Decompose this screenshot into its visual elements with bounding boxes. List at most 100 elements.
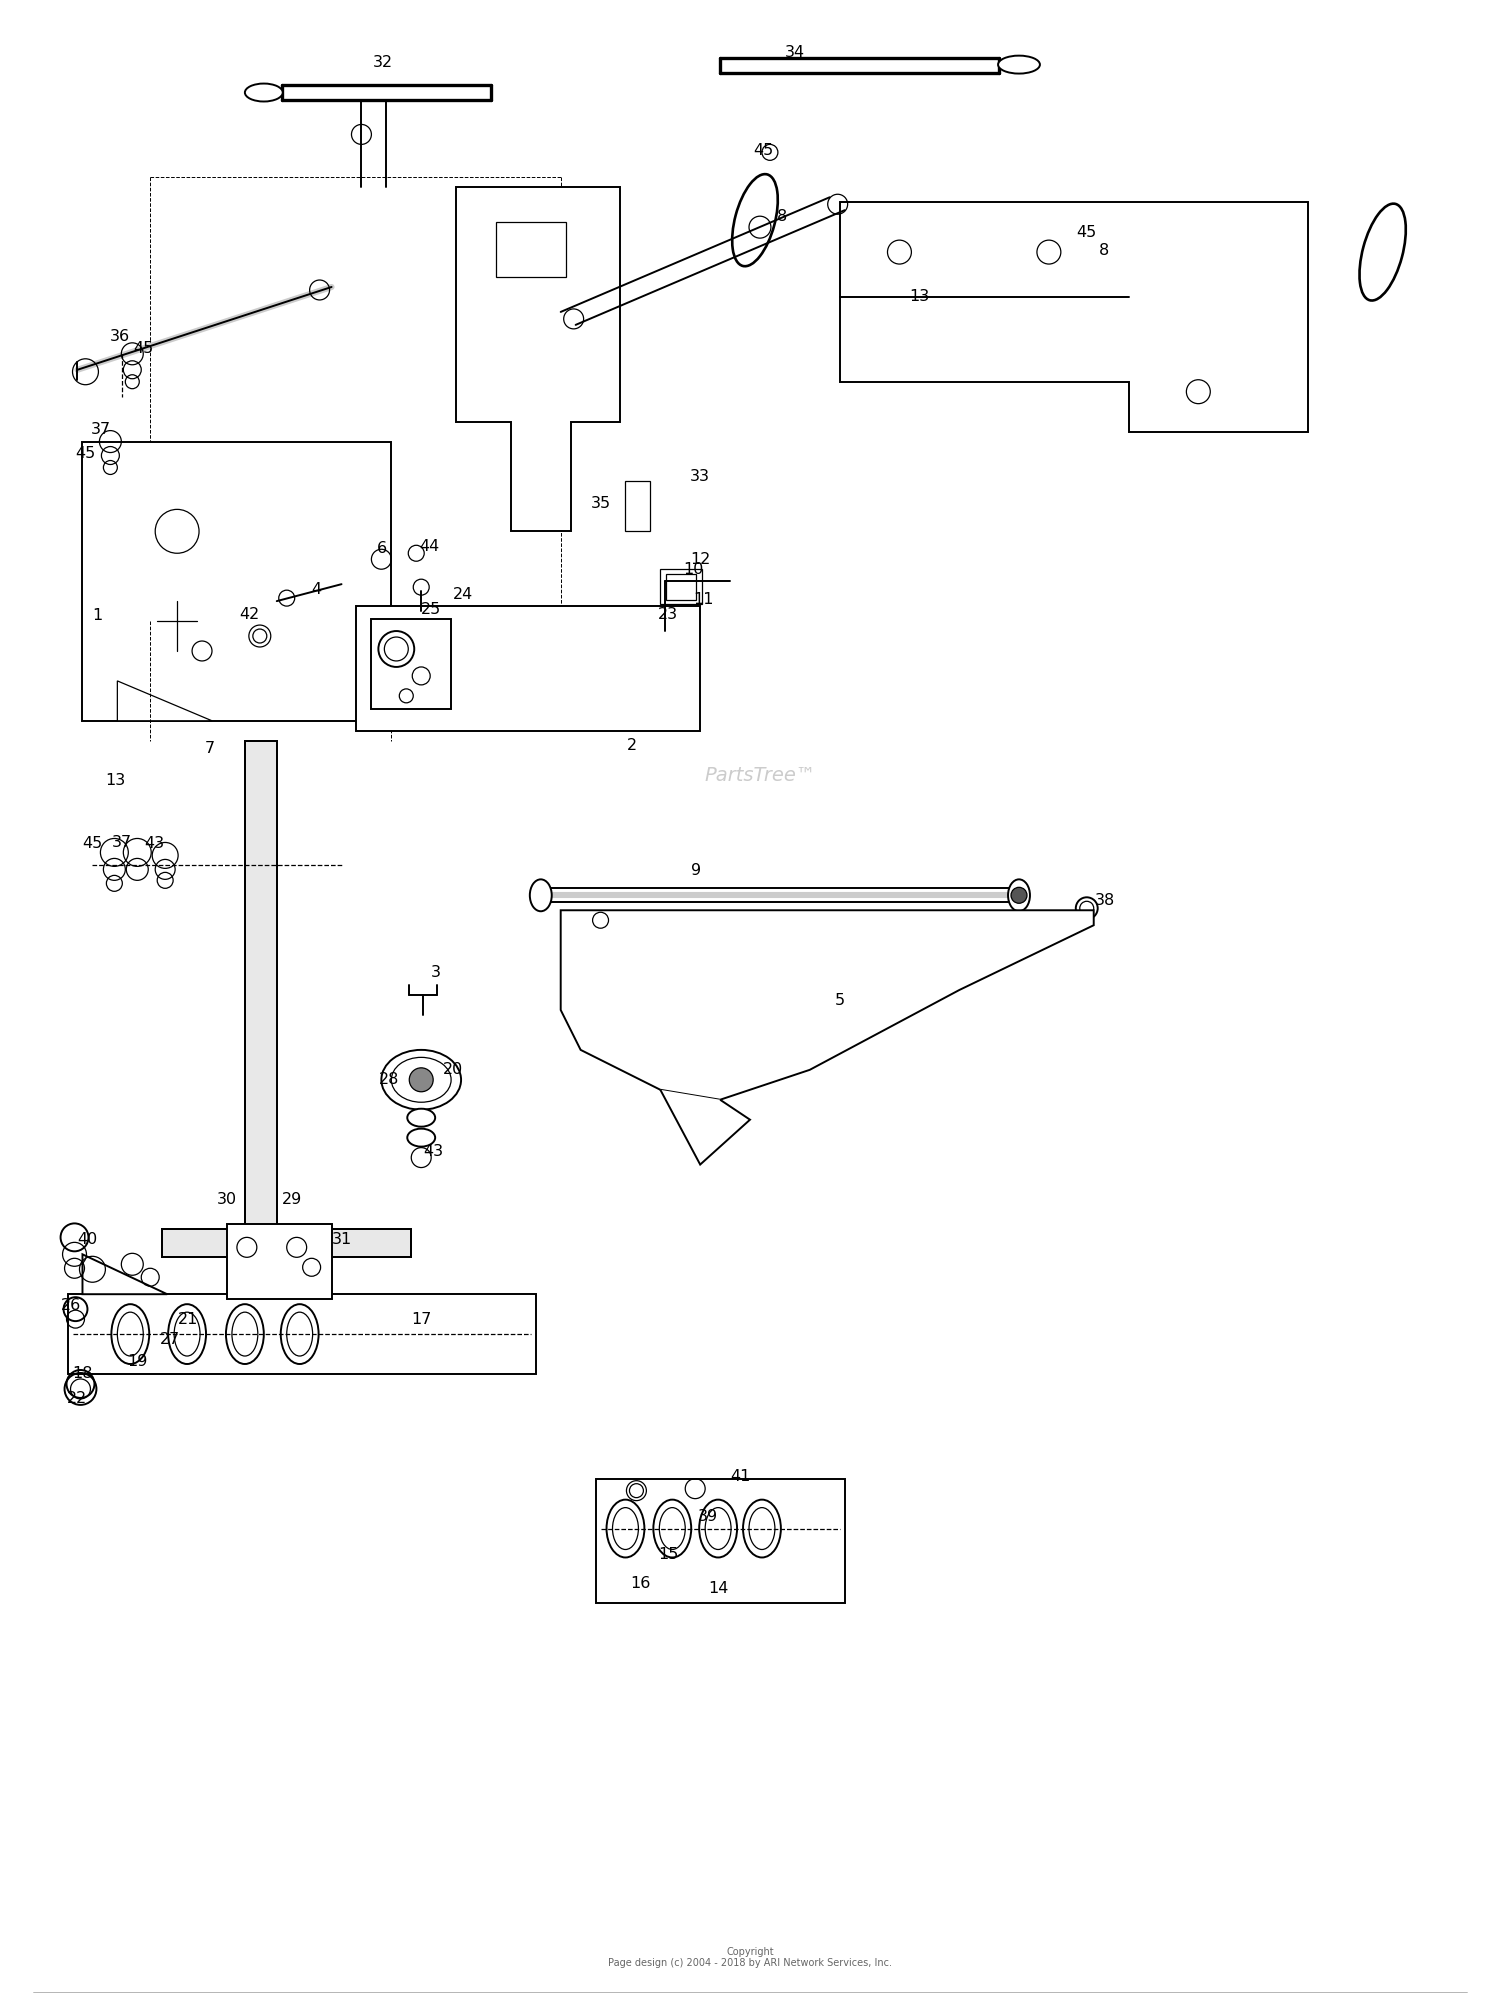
Text: 9: 9 [692, 864, 702, 878]
Text: 6: 6 [378, 541, 387, 556]
Polygon shape [357, 606, 700, 731]
Text: 30: 30 [217, 1192, 237, 1208]
Circle shape [1011, 888, 1028, 904]
Ellipse shape [117, 1312, 144, 1357]
Text: 29: 29 [282, 1192, 302, 1208]
Text: 3: 3 [430, 964, 441, 980]
Ellipse shape [392, 1057, 452, 1103]
Text: 14: 14 [708, 1580, 729, 1596]
Text: 20: 20 [442, 1063, 464, 1077]
Bar [666, 574, 696, 600]
Ellipse shape [612, 1508, 639, 1550]
Text: 39: 39 [698, 1510, 718, 1524]
Ellipse shape [1359, 203, 1406, 300]
Text: 37: 37 [90, 423, 111, 437]
Ellipse shape [168, 1304, 206, 1365]
Polygon shape [840, 201, 1308, 431]
Text: 36: 36 [111, 330, 130, 344]
Ellipse shape [111, 1304, 148, 1365]
Polygon shape [456, 187, 621, 531]
Polygon shape [82, 1254, 166, 1294]
Text: 43: 43 [423, 1143, 442, 1159]
Text: 31: 31 [332, 1232, 351, 1246]
Ellipse shape [408, 1109, 435, 1127]
Ellipse shape [280, 1304, 318, 1365]
Bar [496, 221, 566, 278]
Ellipse shape [1008, 880, 1031, 912]
Ellipse shape [408, 1129, 435, 1147]
Text: 38: 38 [1095, 894, 1114, 908]
Polygon shape [117, 680, 212, 721]
Text: 5: 5 [834, 992, 844, 1009]
Bar [68, 1294, 536, 1375]
Ellipse shape [748, 1508, 776, 1550]
Text: 19: 19 [128, 1353, 147, 1369]
Text: 28: 28 [380, 1073, 399, 1087]
Text: 45: 45 [1077, 225, 1096, 240]
Bar [244, 741, 278, 1240]
Text: Copyright
Page design (c) 2004 - 2018 by ARI Network Services, Inc.: Copyright Page design (c) 2004 - 2018 by… [608, 1947, 892, 1969]
Text: 22: 22 [68, 1391, 87, 1407]
Ellipse shape [174, 1312, 200, 1357]
Polygon shape [660, 1089, 750, 1166]
Text: 25: 25 [422, 602, 441, 616]
Text: 40: 40 [78, 1232, 98, 1246]
Text: 43: 43 [144, 835, 165, 851]
Text: 11: 11 [693, 592, 714, 606]
Text: 1: 1 [93, 608, 102, 622]
Text: 26: 26 [60, 1298, 81, 1312]
Text: 45: 45 [82, 835, 102, 851]
Text: 7: 7 [206, 741, 214, 757]
Polygon shape [561, 910, 1094, 1099]
Text: 41: 41 [730, 1469, 750, 1484]
Text: 45: 45 [134, 342, 153, 356]
Bar [596, 1480, 844, 1602]
Text: 35: 35 [591, 495, 610, 511]
Text: 8: 8 [1098, 244, 1108, 258]
Text: 42: 42 [240, 606, 260, 622]
Text: 32: 32 [374, 54, 393, 70]
Bar [226, 1224, 332, 1298]
Text: 16: 16 [630, 1576, 651, 1590]
Text: 45: 45 [75, 447, 96, 461]
Text: 17: 17 [411, 1312, 432, 1327]
Ellipse shape [244, 85, 282, 101]
Text: 37: 37 [112, 835, 132, 849]
Text: 21: 21 [178, 1312, 198, 1327]
Text: 13: 13 [909, 290, 930, 304]
Ellipse shape [705, 1508, 730, 1550]
Ellipse shape [660, 1508, 686, 1550]
Ellipse shape [654, 1500, 692, 1558]
Text: 8: 8 [777, 209, 788, 223]
Text: 18: 18 [72, 1367, 93, 1381]
Polygon shape [82, 441, 392, 721]
Bar [244, 741, 278, 1240]
Text: 44: 44 [419, 539, 440, 554]
Ellipse shape [699, 1500, 736, 1558]
Ellipse shape [732, 175, 778, 266]
Text: 27: 27 [160, 1331, 180, 1347]
Text: 24: 24 [453, 586, 472, 602]
Text: 13: 13 [105, 773, 126, 789]
Text: 45: 45 [753, 143, 772, 157]
Ellipse shape [998, 56, 1039, 74]
Text: 4: 4 [312, 582, 321, 596]
Bar [660, 570, 702, 604]
Bar [372, 620, 452, 709]
Text: 23: 23 [658, 606, 678, 622]
Circle shape [410, 1067, 434, 1091]
Text: PartsTree™: PartsTree™ [705, 767, 816, 785]
Ellipse shape [381, 1051, 460, 1109]
Bar [162, 1230, 411, 1258]
Text: 2: 2 [627, 739, 638, 753]
Ellipse shape [232, 1312, 258, 1357]
Text: 34: 34 [784, 44, 806, 60]
Ellipse shape [742, 1500, 782, 1558]
Text: 10: 10 [682, 562, 703, 576]
Ellipse shape [226, 1304, 264, 1365]
Text: 15: 15 [658, 1546, 678, 1562]
Text: 12: 12 [690, 552, 711, 568]
Bar [162, 1230, 411, 1258]
Ellipse shape [530, 880, 552, 912]
Ellipse shape [286, 1312, 312, 1357]
